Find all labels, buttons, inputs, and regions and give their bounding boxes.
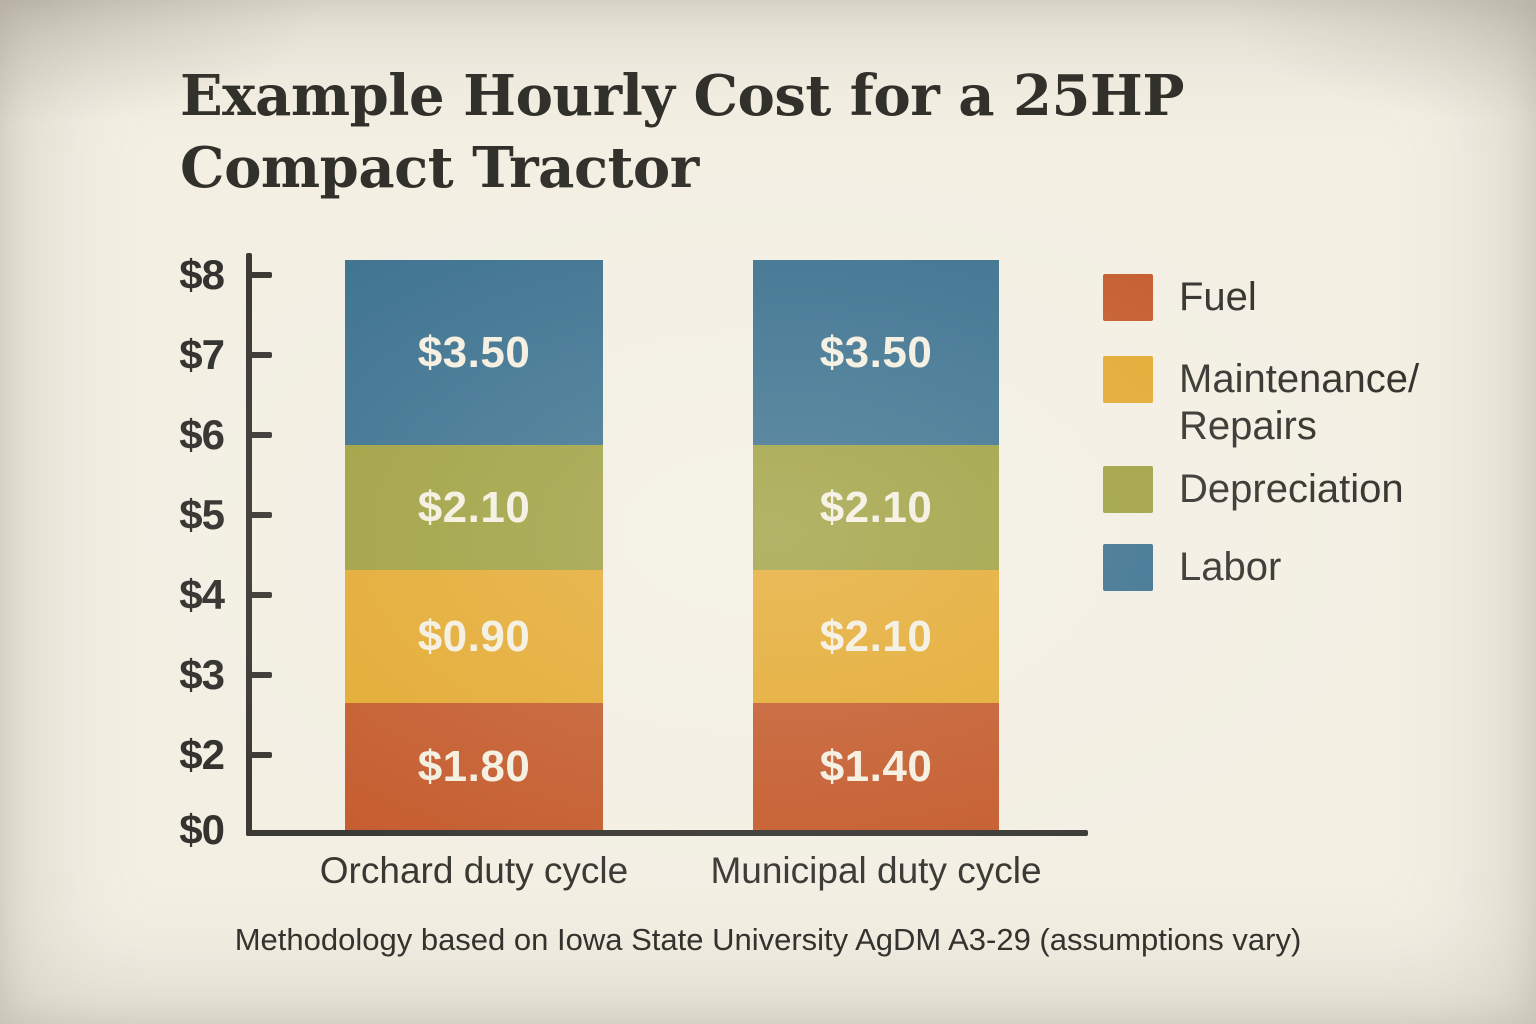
x-category-label-orchard: Orchard duty cycle <box>319 850 629 891</box>
bar-segment-labor: $3.50 <box>753 260 999 445</box>
bar-value-label: $1.80 <box>417 741 531 791</box>
footnote: Methodology based on Iowa State Universi… <box>234 922 1302 957</box>
legend-item-maintenance-repairs: Maintenance/ Repairs <box>1103 356 1419 450</box>
page-title-line-1: Example Hourly Cost for a 25HP <box>180 63 1184 129</box>
y-tick <box>246 272 272 278</box>
legend-label-labor: Labor <box>1179 545 1282 589</box>
bar-segment-depreciation: $2.10 <box>753 445 999 570</box>
y-tick-label: $2 <box>179 731 225 778</box>
legend-swatch-fuel <box>1103 274 1153 321</box>
legend-swatch-maintenance-repairs <box>1103 356 1153 403</box>
y-tick <box>246 592 272 598</box>
bar-value-label: $2.10 <box>819 611 933 661</box>
x-category-label-municipal: Municipal duty cycle <box>710 850 1042 891</box>
y-tick <box>246 672 272 678</box>
bar-segment-labor: $3.50 <box>345 260 603 445</box>
y-tick-label: $5 <box>179 491 225 538</box>
bar-segment-maintenance-repairs: $0.90 <box>345 570 603 703</box>
y-tick-label: $3 <box>179 651 225 698</box>
legend-label-depreciation: Depreciation <box>1179 467 1404 511</box>
bar-segment-depreciation: $2.10 <box>345 445 603 570</box>
y-tick-label: $4 <box>179 571 225 618</box>
y-axis-line <box>246 253 252 836</box>
legend-swatch-labor <box>1103 544 1153 591</box>
legend-swatch-depreciation <box>1103 466 1153 513</box>
legend-item-labor: Labor <box>1103 544 1281 591</box>
y-tick-label: $8 <box>179 251 225 298</box>
bar-segment-fuel: $1.80 <box>345 703 603 830</box>
legend-label-maintenance-repairs: Maintenance/ Repairs <box>1179 357 1420 448</box>
legend-item-depreciation: Depreciation <box>1103 466 1404 513</box>
bar-value-label: $0.90 <box>417 611 531 661</box>
bar-value-label: $3.50 <box>819 327 933 377</box>
page-title-line-2: Compact Tractor <box>180 135 699 201</box>
y-tick-label: $6 <box>179 411 225 458</box>
bar-municipal: $3.50 $2.10 $2.10 $1.40 <box>753 260 999 830</box>
y-tick <box>246 432 272 438</box>
x-axis-line <box>246 830 1088 836</box>
y-tick-label: $0 <box>179 806 225 853</box>
bar-value-label: $2.10 <box>417 482 531 532</box>
bar-segment-fuel: $1.40 <box>753 703 999 830</box>
legend-label-fuel: Fuel <box>1179 275 1257 319</box>
y-tick <box>246 512 272 518</box>
bar-value-label: $1.40 <box>819 741 933 791</box>
page-title: Example Hourly Cost for a 25HP Compact T… <box>180 60 1184 204</box>
y-tick-label: $7 <box>179 331 225 378</box>
bar-segment-maintenance-repairs: $2.10 <box>753 570 999 703</box>
y-tick <box>246 752 272 758</box>
y-tick <box>246 352 272 358</box>
bar-orchard: $3.50 $2.10 $0.90 $1.80 <box>345 260 603 830</box>
bar-value-label: $2.10 <box>819 482 933 532</box>
bar-value-label: $3.50 <box>417 327 531 377</box>
legend-item-fuel: Fuel <box>1103 274 1257 321</box>
